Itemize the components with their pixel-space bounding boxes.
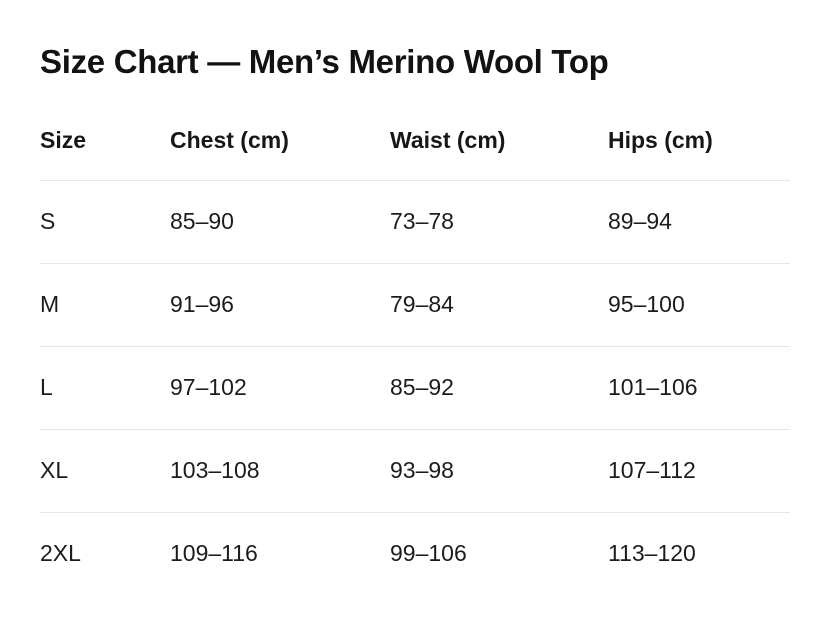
cell-hips: 101–106 <box>608 346 790 430</box>
cell-size: S <box>40 180 170 264</box>
column-header-chest: Chest (cm) <box>170 127 289 154</box>
table-row-s: S 85–90 73–78 89–94 <box>40 180 790 264</box>
table-row-xl: XL 103–108 93–98 107–112 <box>40 429 790 513</box>
cell-chest: 85–90 <box>170 180 390 264</box>
cell-chest: 103–108 <box>170 429 390 513</box>
column-header-hips: Hips (cm) <box>608 127 713 154</box>
cell-waist: 85–92 <box>390 346 608 430</box>
cell-hips: 113–120 <box>608 512 790 596</box>
cell-waist: 99–106 <box>390 512 608 596</box>
cell-waist: 93–98 <box>390 429 608 513</box>
cell-chest: 109–116 <box>170 512 390 596</box>
table-header: Size Chest (cm) Waist (cm) Hips (cm) <box>40 127 790 181</box>
table-row-l: L 97–102 85–92 101–106 <box>40 346 790 430</box>
cell-chest: 91–96 <box>170 263 390 347</box>
table-row-m: M 91–96 79–84 95–100 <box>40 263 790 347</box>
column-header-waist: Waist (cm) <box>390 127 506 154</box>
column-header-size: Size <box>40 127 87 154</box>
cell-hips: 95–100 <box>608 263 790 347</box>
cell-hips: 89–94 <box>608 180 790 264</box>
table-row-2xl: 2XL 109–116 99–106 113–120 <box>40 512 790 596</box>
header-row: Size Chest (cm) Waist (cm) Hips (cm) <box>40 127 790 181</box>
cell-hips: 107–112 <box>608 429 790 513</box>
cell-size: L <box>40 346 170 430</box>
cell-size: M <box>40 263 170 347</box>
table-body: S 85–90 73–78 89–94 M 91–96 79–84 95–100… <box>40 180 790 596</box>
cell-size: XL <box>40 429 170 513</box>
page-title: Size Chart — Men’s Merino Wool Top <box>40 43 609 80</box>
cell-chest: 97–102 <box>170 346 390 430</box>
size-chart-table: Size Chest (cm) Waist (cm) Hips (cm) S 8… <box>40 127 790 596</box>
cell-size: 2XL <box>40 512 170 596</box>
cell-waist: 73–78 <box>390 180 608 264</box>
cell-waist: 79–84 <box>390 263 608 347</box>
